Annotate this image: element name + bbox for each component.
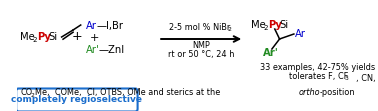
Text: —I,Br: —I,Br [97,21,124,31]
Text: Me: Me [20,32,34,42]
Text: -position: -position [320,87,355,96]
Text: Py: Py [268,20,282,30]
Text: 2: 2 [228,27,232,32]
Text: 2: 2 [31,92,35,97]
Text: Py: Py [37,32,51,42]
Text: —ZnI: —ZnI [99,45,125,55]
Text: Si: Si [48,32,57,42]
Text: 2-5 mol % NiBr: 2-5 mol % NiBr [169,23,230,32]
Text: 3: 3 [344,76,349,81]
FancyBboxPatch shape [16,88,138,111]
Text: +: + [71,31,82,44]
Text: Ar: Ar [85,21,96,31]
Text: 2: 2 [32,37,36,43]
Text: , CN,: , CN, [355,74,375,83]
Text: Me,  COMe,  Cl, OTBS, OMe and sterics at the: Me, COMe, Cl, OTBS, OMe and sterics at t… [35,87,223,96]
Text: rt or 50 °C, 24 h: rt or 50 °C, 24 h [168,50,234,58]
Text: +: + [90,33,100,43]
Text: tolerates F, CF: tolerates F, CF [289,72,349,81]
Text: completely regioselective: completely regioselective [11,95,143,104]
Text: Ar': Ar' [263,48,279,58]
Text: Ar: Ar [295,29,306,39]
Text: 33 examples, 42-75% yields: 33 examples, 42-75% yields [260,62,375,71]
Text: CO: CO [20,87,33,96]
Text: Me: Me [251,20,266,30]
Text: Si: Si [280,20,289,30]
Text: Ar': Ar' [85,45,99,55]
Text: NMP: NMP [192,41,210,50]
Text: 2: 2 [263,25,268,31]
Text: ortho: ortho [299,87,320,96]
